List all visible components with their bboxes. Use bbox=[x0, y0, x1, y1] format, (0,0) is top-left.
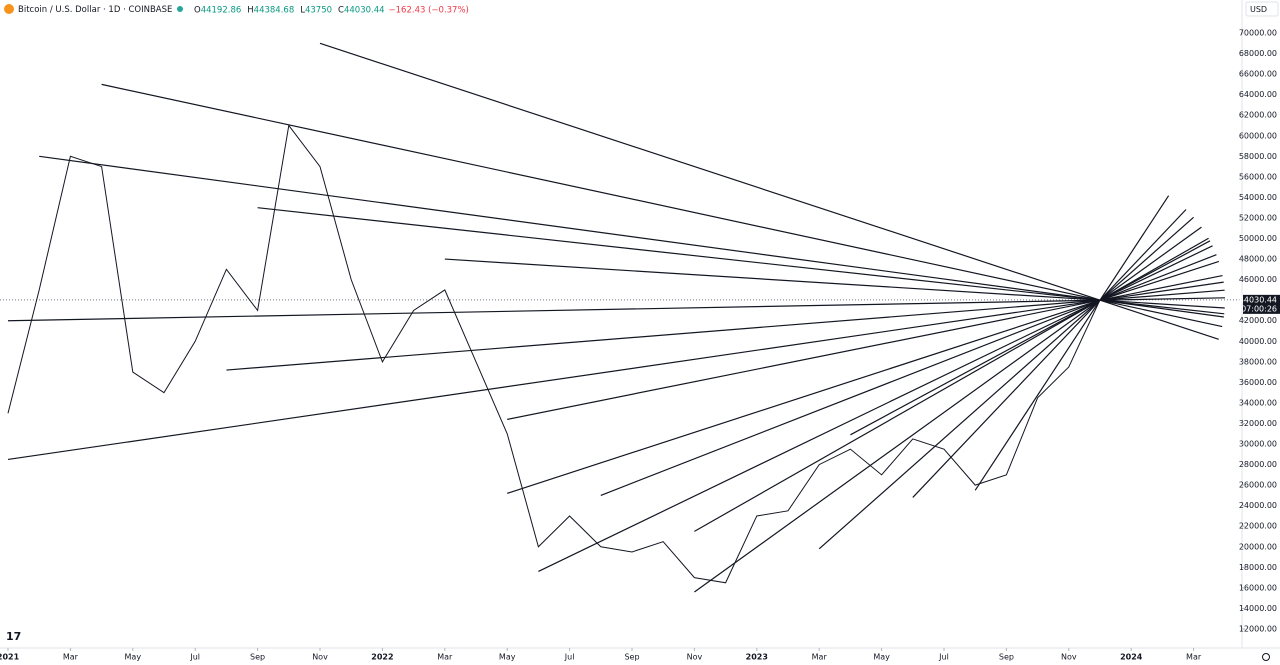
plot-area bbox=[0, 42, 1242, 593]
y-tick-label: 30000.00 bbox=[1239, 440, 1277, 449]
ohlc-value: 44384.68 bbox=[254, 5, 295, 15]
trend-line bbox=[101, 83, 1223, 328]
symbol-icon bbox=[4, 4, 14, 14]
x-tick-label: Jul bbox=[189, 653, 200, 662]
trend-line bbox=[444, 258, 1225, 309]
status-dot bbox=[177, 6, 183, 12]
y-tick-label: 24000.00 bbox=[1239, 501, 1277, 510]
y-tick-label: 60000.00 bbox=[1239, 131, 1277, 140]
y-tick-label: 22000.00 bbox=[1239, 522, 1277, 531]
x-tick-label: Mar bbox=[437, 653, 453, 662]
symbol-title[interactable]: Bitcoin / U.S. Dollar · 1D · COINBASE bbox=[18, 5, 172, 15]
trend-line bbox=[600, 254, 1217, 496]
y-tick-label: 58000.00 bbox=[1239, 152, 1277, 161]
trend-line bbox=[850, 240, 1211, 436]
x-tick-label: 2022 bbox=[371, 653, 393, 662]
ohlc-value: 44030.44 bbox=[344, 5, 385, 15]
x-tick-label: 2023 bbox=[746, 653, 768, 662]
x-tick-label: Sep bbox=[999, 653, 1014, 662]
x-tick-label: Nov bbox=[687, 653, 703, 662]
y-tick-label: 52000.00 bbox=[1239, 213, 1277, 222]
trend-line bbox=[507, 260, 1220, 494]
ohlc-values: O44192.86 H44384.68 L43750 C44030.44 −162.43… bbox=[194, 5, 469, 15]
x-tick-label: Jul bbox=[938, 653, 949, 662]
price-tag-value: 44030.44 bbox=[1239, 295, 1277, 304]
trend-line bbox=[694, 226, 1202, 593]
y-tick-label: 40000.00 bbox=[1239, 337, 1277, 346]
price-line bbox=[7, 124, 1101, 584]
price-tag bbox=[1243, 294, 1280, 314]
trend-line bbox=[7, 297, 1225, 322]
currency-label: USD bbox=[1250, 5, 1267, 14]
settings-icon[interactable] bbox=[1262, 653, 1270, 661]
y-tick-label: 28000.00 bbox=[1239, 460, 1277, 469]
y-tick-label: 42000.00 bbox=[1239, 316, 1277, 325]
x-tick-label: Mar bbox=[1186, 653, 1202, 662]
y-tick-label: 62000.00 bbox=[1239, 111, 1277, 120]
trend-line bbox=[7, 281, 1224, 461]
y-tick-label: 64000.00 bbox=[1239, 90, 1277, 99]
trend-line bbox=[507, 274, 1223, 420]
y-tick-label: 56000.00 bbox=[1239, 172, 1277, 181]
tv-logo[interactable]: 17 bbox=[6, 630, 21, 643]
trend-line bbox=[257, 207, 1225, 315]
x-tick-label: 2024 bbox=[1120, 653, 1143, 662]
y-tick-label: 46000.00 bbox=[1239, 275, 1277, 284]
x-tick-label: Jul bbox=[564, 653, 575, 662]
y-tick-label: 50000.00 bbox=[1239, 234, 1277, 243]
trend-line bbox=[694, 237, 1209, 532]
y-tick-label: 70000.00 bbox=[1239, 29, 1277, 38]
ohlc-value: 43750 bbox=[305, 5, 332, 15]
ohlc-key: H bbox=[247, 5, 253, 15]
y-tick-label: 68000.00 bbox=[1239, 49, 1277, 58]
y-tick-label: 16000.00 bbox=[1239, 583, 1277, 592]
y-tick-label: 38000.00 bbox=[1239, 357, 1277, 366]
x-tick-label: May bbox=[125, 653, 142, 662]
trend-line bbox=[39, 155, 1224, 318]
change-value: −162.43 (−0.37%) bbox=[389, 5, 469, 15]
y-tick-label: 26000.00 bbox=[1239, 481, 1277, 490]
ohlc-value: 44192.86 bbox=[201, 5, 242, 15]
trend-line bbox=[226, 289, 1225, 371]
y-tick-label: 48000.00 bbox=[1239, 255, 1277, 264]
y-tick-label: 34000.00 bbox=[1239, 398, 1277, 407]
y-tick-label: 14000.00 bbox=[1239, 604, 1277, 613]
x-tick-label: Nov bbox=[1061, 653, 1077, 662]
x-tick-label: Sep bbox=[250, 653, 265, 662]
x-tick-label: 2021 bbox=[0, 653, 20, 662]
trend-line bbox=[912, 209, 1187, 498]
x-tick-label: Sep bbox=[624, 653, 639, 662]
y-tick-label: 18000.00 bbox=[1239, 563, 1277, 572]
countdown: 07:00:26 bbox=[1241, 304, 1277, 313]
currency-button[interactable] bbox=[1245, 1, 1279, 17]
ohlc-key: L bbox=[300, 5, 305, 15]
y-tick-label: 12000.00 bbox=[1239, 625, 1277, 634]
y-tick-label: 54000.00 bbox=[1239, 193, 1277, 202]
x-tick-label: Mar bbox=[63, 653, 79, 662]
trend-line bbox=[974, 195, 1170, 491]
y-tick-label: 36000.00 bbox=[1239, 378, 1277, 387]
y-tick-label: 66000.00 bbox=[1239, 70, 1277, 79]
y-tick-label: 32000.00 bbox=[1239, 419, 1277, 428]
x-tick-label: Mar bbox=[812, 653, 828, 662]
ohlc-key: O bbox=[194, 5, 201, 15]
x-tick-label: May bbox=[873, 653, 890, 662]
x-tick-label: Nov bbox=[312, 653, 328, 662]
trend-line bbox=[319, 42, 1219, 340]
trend-line bbox=[818, 216, 1194, 550]
y-tick-label: 20000.00 bbox=[1239, 542, 1277, 551]
ohlc-key: C bbox=[338, 5, 344, 15]
x-tick-label: May bbox=[499, 653, 516, 662]
